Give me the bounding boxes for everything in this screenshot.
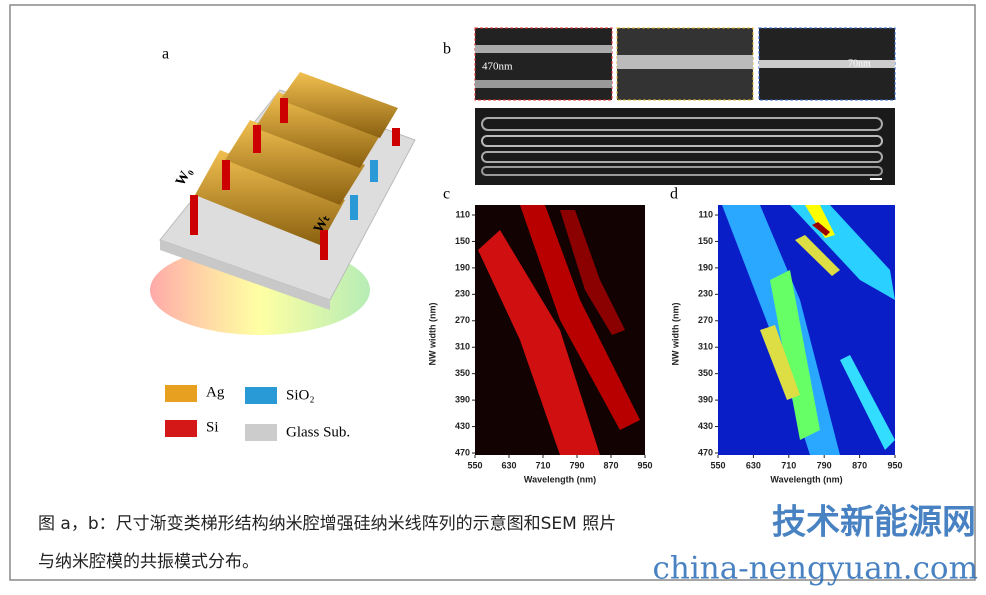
x-tick-label: 550 <box>710 460 725 470</box>
legend-label: Ag <box>206 384 225 400</box>
panel-label: a <box>162 46 169 63</box>
legend-label: SiO₂ <box>286 387 315 403</box>
y-tick-label: 350 <box>455 368 470 378</box>
y-tick-label: 390 <box>455 394 470 404</box>
illustration <box>150 72 415 335</box>
x-axis-label: Wavelength (nm) <box>770 474 842 484</box>
y-tick-label: 150 <box>698 236 713 246</box>
y-tick-label: 230 <box>455 289 470 299</box>
y-tick-label: 390 <box>698 394 713 404</box>
y-tick-label: 110 <box>455 209 470 219</box>
y-tick-label: 430 <box>698 421 713 431</box>
legend-swatch <box>165 420 197 437</box>
y-tick-label: 190 <box>455 262 470 272</box>
y-tick-label: 190 <box>698 262 713 272</box>
y-axis-label: NW width (nm) <box>670 303 680 366</box>
y-tick-label: 230 <box>698 289 713 299</box>
y-tick-label: 310 <box>698 342 713 352</box>
x-tick-label: 550 <box>467 460 482 470</box>
x-tick-label: 790 <box>817 460 832 470</box>
sem-images <box>475 28 895 185</box>
x-tick-label: 630 <box>746 460 761 470</box>
x-axis-label: Wavelength (nm) <box>524 474 596 484</box>
watermark-url: china-nengyuan.com <box>653 551 979 587</box>
y-tick-label: 110 <box>698 209 713 219</box>
legend-swatch <box>245 424 277 441</box>
y-tick-label: 270 <box>698 315 713 325</box>
x-tick-label: 710 <box>535 460 550 470</box>
y-axis-label: NW width (nm) <box>427 303 437 366</box>
x-tick-label: 950 <box>887 460 902 470</box>
y-tick-label: 470 <box>455 447 470 457</box>
y-tick-label: 350 <box>698 368 713 378</box>
x-tick-label: 790 <box>569 460 584 470</box>
heatmap-c <box>475 205 645 455</box>
legend-swatch <box>165 385 197 402</box>
legend-label: Glass Sub. <box>286 424 350 440</box>
legend-swatch <box>245 387 277 404</box>
legend-label: Si <box>206 419 219 435</box>
caption-line: 与纳米腔模的共振模式分布。 <box>38 552 259 572</box>
x-tick-label: 870 <box>603 460 618 470</box>
y-tick-label: 150 <box>455 236 470 246</box>
width-label: W₀ <box>173 165 195 188</box>
panel-label: c <box>443 186 450 203</box>
watermark-title: 技术新能源网 <box>772 503 976 543</box>
scale-label: 70nm <box>848 58 871 69</box>
panel-label: b <box>443 41 451 58</box>
caption-line: 图 a，b：尺寸渐变类梯形结构纳米腔增强硅纳米线阵列的示意图和SEM 照片 <box>38 514 616 534</box>
y-tick-label: 270 <box>455 315 470 325</box>
heatmap-d <box>718 205 895 455</box>
panel-label: d <box>670 186 678 203</box>
y-tick-label: 430 <box>455 421 470 431</box>
y-tick-label: 310 <box>455 342 470 352</box>
page: a W₀ Wₜ Ag SiO₂ Si Glass Sub. b 470nm 70… <box>0 0 986 590</box>
x-tick-label: 870 <box>852 460 867 470</box>
x-tick-label: 630 <box>501 460 516 470</box>
x-tick-label: 950 <box>637 460 652 470</box>
y-tick-label: 470 <box>698 447 713 457</box>
scale-label: 470nm <box>482 61 513 73</box>
x-tick-label: 710 <box>781 460 796 470</box>
